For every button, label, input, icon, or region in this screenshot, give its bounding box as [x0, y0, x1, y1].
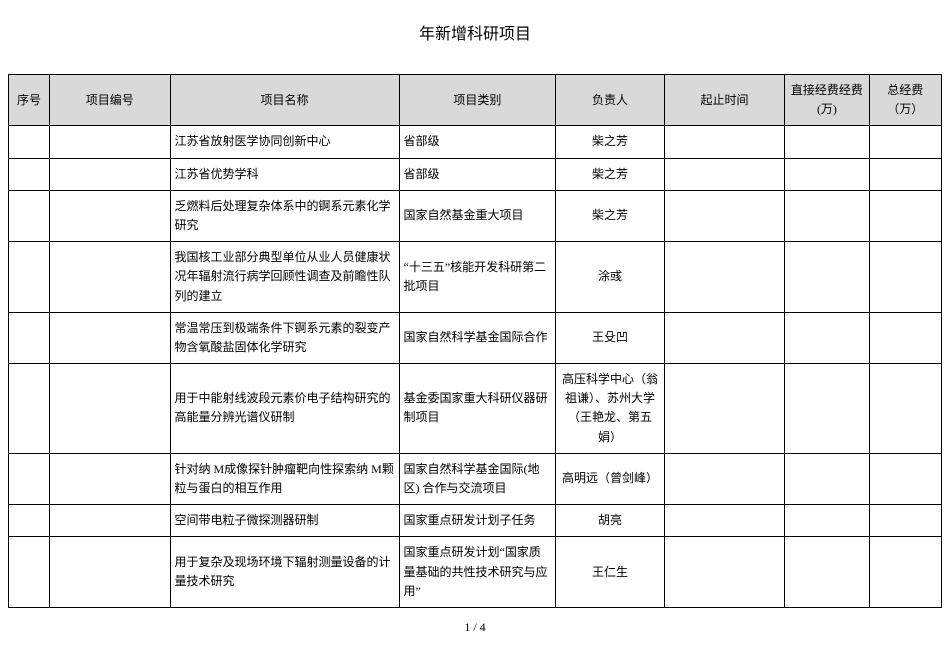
table-row: 针对纳 M成像探针肿瘤靶向性探索纳 M颗粒与蛋白的相互作用国家自然科学基金国际(… [9, 453, 942, 504]
cell-type: 省部级 [399, 158, 556, 190]
cell-time [664, 158, 785, 190]
cell-seq [9, 505, 50, 537]
cell-code [49, 453, 170, 504]
cell-time [664, 312, 785, 363]
cell-time [664, 364, 785, 454]
cell-fund1 [785, 537, 869, 608]
cell-fund1 [785, 505, 869, 537]
cell-fund1 [785, 242, 869, 313]
cell-owner: 涂彧 [556, 242, 664, 313]
col-header-name: 项目名称 [170, 75, 399, 126]
cell-fund2 [869, 537, 941, 608]
cell-seq [9, 126, 50, 158]
cell-code [49, 190, 170, 241]
cell-time [664, 537, 785, 608]
cell-owner: 高压科学中心（翁祖谦）、苏州大学（王艳龙、第五娟） [556, 364, 664, 454]
table-header-row: 序号 项目编号 项目名称 项目类别 负责人 起止时间 直接经费经费(万) 总经费… [9, 75, 942, 126]
cell-name: 我国核工业部分典型单位从业人员健康状况年辐射流行病学回顾性调查及前瞻性队列的建立 [170, 242, 399, 313]
col-header-time: 起止时间 [664, 75, 785, 126]
cell-code [49, 312, 170, 363]
cell-code [49, 537, 170, 608]
cell-seq [9, 537, 50, 608]
cell-name: 空间带电粒子微探测器研制 [170, 505, 399, 537]
cell-seq [9, 312, 50, 363]
cell-owner: 王仁生 [556, 537, 664, 608]
page-indicator: 1 / 4 [8, 620, 942, 635]
col-header-code: 项目编号 [49, 75, 170, 126]
cell-name: 用于中能射线波段元素价电子结构研究的高能量分辨光谱仪研制 [170, 364, 399, 454]
cell-code [49, 242, 170, 313]
col-header-seq: 序号 [9, 75, 50, 126]
col-header-fund1: 直接经费经费(万) [785, 75, 869, 126]
cell-type: 国家自然科学基金国际(地区) 合作与交流项目 [399, 453, 556, 504]
cell-type: 国家重点研发计划“国家质量基础的共性技术研究与应用” [399, 537, 556, 608]
cell-code [49, 364, 170, 454]
cell-fund1 [785, 312, 869, 363]
cell-code [49, 505, 170, 537]
col-header-fund2: 总经费（万） [869, 75, 941, 126]
cell-fund2 [869, 312, 941, 363]
cell-type: 国家自然基金重大项目 [399, 190, 556, 241]
cell-code [49, 126, 170, 158]
cell-fund2 [869, 364, 941, 454]
cell-type: 国家重点研发计划子任务 [399, 505, 556, 537]
cell-seq [9, 158, 50, 190]
cell-time [664, 126, 785, 158]
cell-code [49, 158, 170, 190]
cell-time [664, 505, 785, 537]
cell-type: 省部级 [399, 126, 556, 158]
cell-fund1 [785, 453, 869, 504]
cell-name: 针对纳 M成像探针肿瘤靶向性探索纳 M颗粒与蛋白的相互作用 [170, 453, 399, 504]
cell-fund2 [869, 505, 941, 537]
cell-type: 基金委国家重大科研仪器研制项目 [399, 364, 556, 454]
cell-fund2 [869, 453, 941, 504]
table-row: 用于中能射线波段元素价电子结构研究的高能量分辨光谱仪研制基金委国家重大科研仪器研… [9, 364, 942, 454]
table-row: 常温常压到极端条件下锕系元素的裂变产物含氧酸盐固体化学研究国家自然科学基金国际合… [9, 312, 942, 363]
col-header-owner: 负责人 [556, 75, 664, 126]
cell-time [664, 453, 785, 504]
cell-type: 国家自然科学基金国际合作 [399, 312, 556, 363]
cell-seq [9, 242, 50, 313]
cell-time [664, 242, 785, 313]
cell-owner: 王殳凹 [556, 312, 664, 363]
cell-owner: 胡亮 [556, 505, 664, 537]
cell-name: 用于复杂及现场环境下辐射测量设备的计量技术研究 [170, 537, 399, 608]
cell-name: 江苏省优势学科 [170, 158, 399, 190]
table-row: 空间带电粒子微探测器研制国家重点研发计划子任务胡亮 [9, 505, 942, 537]
cell-owner: 柴之芳 [556, 158, 664, 190]
cell-fund1 [785, 126, 869, 158]
cell-name: 常温常压到极端条件下锕系元素的裂变产物含氧酸盐固体化学研究 [170, 312, 399, 363]
col-header-type: 项目类别 [399, 75, 556, 126]
table-row: 乏燃料后处理复杂体系中的锕系元素化学研究国家自然基金重大项目柴之芳 [9, 190, 942, 241]
cell-owner: 柴之芳 [556, 190, 664, 241]
cell-fund1 [785, 364, 869, 454]
cell-fund2 [869, 242, 941, 313]
table-row: 我国核工业部分典型单位从业人员健康状况年辐射流行病学回顾性调查及前瞻性队列的建立… [9, 242, 942, 313]
cell-fund2 [869, 126, 941, 158]
cell-name: 江苏省放射医学协同创新中心 [170, 126, 399, 158]
cell-seq [9, 453, 50, 504]
cell-fund1 [785, 190, 869, 241]
table-row: 江苏省优势学科省部级柴之芳 [9, 158, 942, 190]
cell-seq [9, 190, 50, 241]
cell-fund1 [785, 158, 869, 190]
cell-fund2 [869, 158, 941, 190]
cell-time [664, 190, 785, 241]
cell-owner: 柴之芳 [556, 126, 664, 158]
cell-seq [9, 364, 50, 454]
cell-fund2 [869, 190, 941, 241]
page-title: 年新增科研项目 [8, 20, 942, 44]
cell-name: 乏燃料后处理复杂体系中的锕系元素化学研究 [170, 190, 399, 241]
projects-table: 序号 项目编号 项目名称 项目类别 负责人 起止时间 直接经费经费(万) 总经费… [8, 74, 942, 608]
cell-type: “十三五”核能开发科研第二批项目 [399, 242, 556, 313]
table-row: 江苏省放射医学协同创新中心省部级柴之芳 [9, 126, 942, 158]
table-row: 用于复杂及现场环境下辐射测量设备的计量技术研究国家重点研发计划“国家质量基础的共… [9, 537, 942, 608]
cell-owner: 高明远（曾剑峰） [556, 453, 664, 504]
